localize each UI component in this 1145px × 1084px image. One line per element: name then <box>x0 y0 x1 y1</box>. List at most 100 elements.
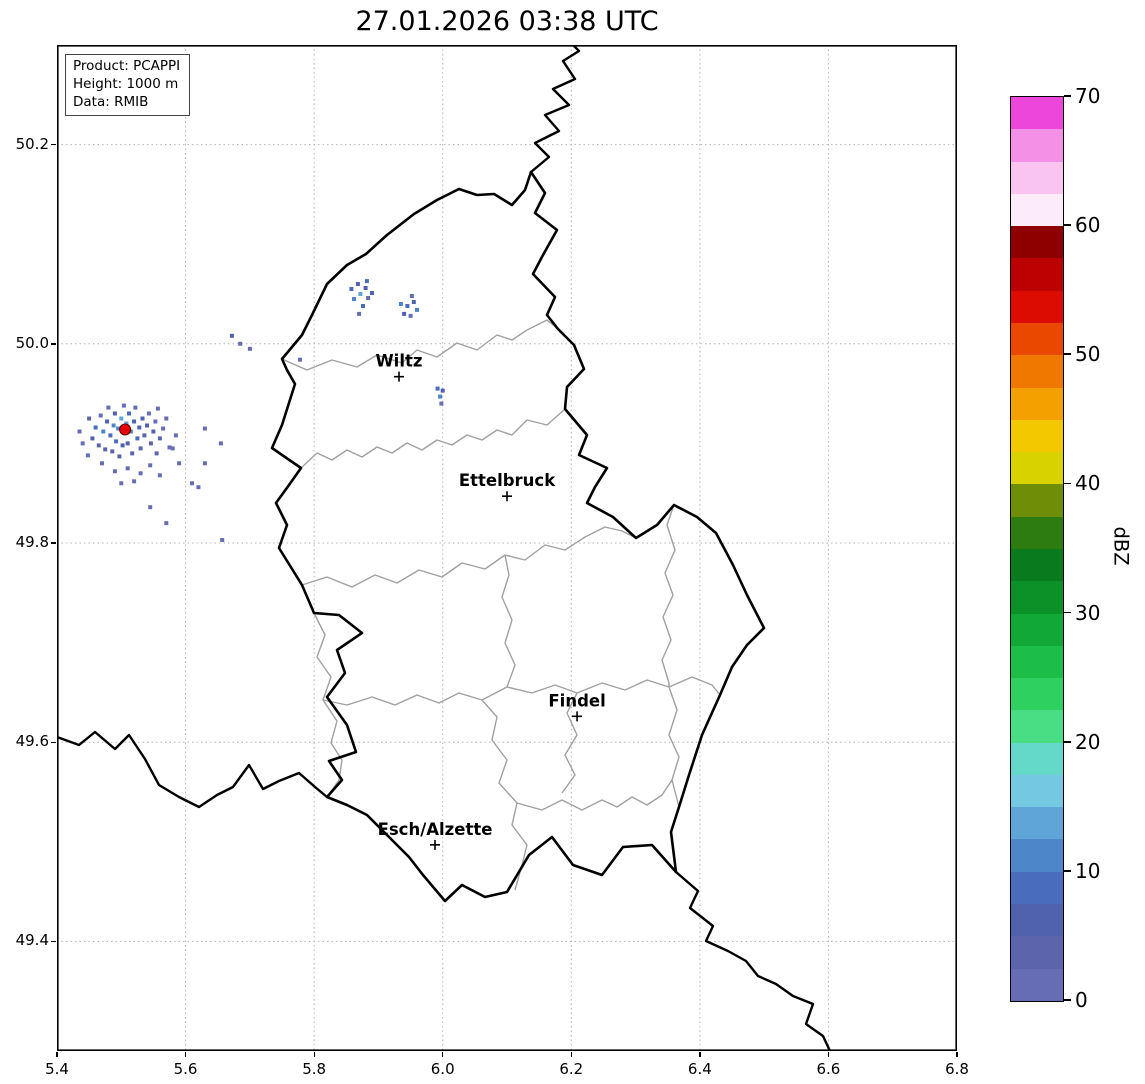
colorbar-segment <box>1011 193 1063 227</box>
radar-echo-cell <box>161 426 166 431</box>
canton-border <box>300 408 566 469</box>
grid-layer <box>57 45 957 1051</box>
y-tick-mark <box>51 940 56 943</box>
y-tick-label: 49.4 <box>15 931 49 950</box>
product-info-box: Product: PCAPPI Height: 1000 m Data: RMI… <box>65 54 191 117</box>
colorbar-segment <box>1011 807 1063 840</box>
x-tick-mark <box>184 1052 187 1057</box>
radar-echo-cell <box>93 425 98 430</box>
colorbar-segment <box>1011 968 1063 1001</box>
y-tick-mark <box>51 144 56 146</box>
colorbar-segment <box>1011 678 1063 711</box>
radar-echo-cell <box>167 445 172 450</box>
radar-echo-cell <box>130 451 135 456</box>
radar-echo-cell <box>190 481 194 486</box>
radar-echo-cell <box>103 447 108 452</box>
colorbar-tick-mark <box>1064 482 1071 485</box>
radar-echo-cell <box>146 411 151 416</box>
radar-echo-cell <box>157 436 162 441</box>
radar-echo-cell <box>128 429 133 434</box>
radar-echo-cell <box>238 341 243 346</box>
colorbar-segment <box>1011 258 1063 291</box>
colorbar-segment <box>1011 548 1063 582</box>
radar-echo-cell <box>111 423 116 428</box>
radar-echo-cell <box>173 433 178 438</box>
radar-echo-cell <box>96 443 101 448</box>
x-tick-mark <box>442 1052 444 1057</box>
radar-echo-cell <box>124 421 129 426</box>
x-tick-mark <box>56 1052 58 1057</box>
colorbar-segment <box>1011 322 1063 356</box>
colorbar-segment <box>1011 226 1063 259</box>
radar-echo-cell <box>106 405 111 410</box>
radar-echo-cell <box>140 416 145 421</box>
colorbar-tick-label: 30 <box>1075 600 1101 625</box>
map-canvas: Wiltz Ettelbruck Findel Esch/Alzette <box>57 45 957 1051</box>
radar-echo-cell <box>116 426 121 431</box>
colorbar-segment <box>1011 161 1063 194</box>
info-product: Product: PCAPPI <box>73 58 181 74</box>
colorbar-tick-label: 50 <box>1075 342 1101 367</box>
radar-echo-cell <box>154 451 159 456</box>
colorbar-segment <box>1011 484 1063 517</box>
radar-echo-cell <box>135 436 140 441</box>
x-tick-label: 5.6 <box>173 1060 198 1078</box>
radar-echo-cell <box>121 403 126 408</box>
radar-echo-cell <box>364 279 369 284</box>
colorbar-segment <box>1011 129 1063 162</box>
radar-echo-cell <box>145 423 149 428</box>
radar-echo-cell <box>151 429 156 434</box>
x-tick-label: 6.4 <box>687 1060 712 1078</box>
canton-border <box>516 779 673 811</box>
radar-echo-cell <box>85 453 90 458</box>
y-tick-mark <box>51 741 56 743</box>
x-tick-label: 6.8 <box>945 1060 969 1078</box>
radar-echo-cell <box>80 441 85 446</box>
city-label: Esch/Alzette <box>378 820 493 839</box>
colorbar-tick-label: 10 <box>1075 858 1101 883</box>
canton-border <box>281 319 559 371</box>
y-tick-mark <box>51 343 56 345</box>
colorbar-segment <box>1011 452 1063 485</box>
radar-echo-cell <box>155 406 160 411</box>
radar-echo-cell <box>138 471 143 476</box>
radar-echo-cell <box>361 304 365 308</box>
radar-echo-cell <box>164 416 169 421</box>
radar-echo-cell <box>202 461 207 466</box>
y-tick-mark <box>51 542 56 544</box>
city-label: Wiltz <box>375 352 422 371</box>
colorbar-segment <box>1011 839 1063 872</box>
canton-border <box>661 504 676 687</box>
radar-site-marker <box>119 423 132 436</box>
radar-echo-cell <box>142 433 147 438</box>
radar-echo-cell <box>349 287 354 291</box>
radar-echo-cell <box>112 411 117 416</box>
figure-title: 27.01.2026 03:38 UTC <box>355 6 659 37</box>
colorbar-segment <box>1011 904 1063 937</box>
radar-echo-cell <box>202 426 207 431</box>
radar-echo-cell <box>357 311 362 316</box>
city-marker: Ettelbruck <box>459 471 556 502</box>
canton-border <box>313 612 343 798</box>
colorbar-segment <box>1011 290 1063 323</box>
x-tick-mark <box>313 1052 315 1057</box>
colorbar-tick-mark <box>1064 999 1071 1001</box>
radar-echo-cell <box>370 291 374 295</box>
radar-echo-cell <box>218 441 223 446</box>
radar-echo-cell <box>398 302 403 306</box>
canton-border <box>322 692 483 706</box>
radar-echo-cell <box>110 449 115 454</box>
radar-echo-cell <box>125 441 130 446</box>
city-label: Findel <box>548 691 605 710</box>
radar-echo-cell <box>117 454 122 459</box>
radar-echo-cell <box>108 433 113 438</box>
radar-echo-cell <box>196 485 201 490</box>
radar-echo-cell <box>148 441 153 446</box>
colorbar-tick-mark <box>1064 224 1071 226</box>
colorbar-tick-mark <box>1064 353 1071 356</box>
city-cross-icon <box>572 711 583 722</box>
colorbar-segment <box>1011 419 1063 453</box>
radar-echo-cell <box>148 505 153 510</box>
colorbar-axis-label: dBZ <box>1109 526 1133 566</box>
